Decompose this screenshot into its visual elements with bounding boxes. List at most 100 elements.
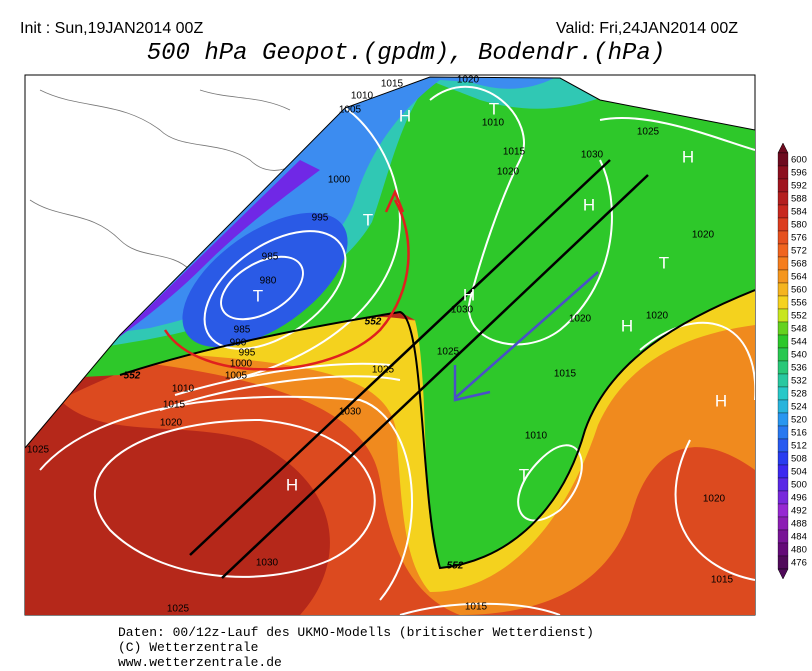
contour-label: 552 [124, 371, 141, 382]
colorbar-swatch [777, 386, 789, 401]
isobar-label: 1030 [581, 150, 604, 161]
trough-line [189, 159, 611, 556]
red-arrow [163, 199, 410, 371]
colorbar-label: 592 [791, 181, 807, 192]
colorbar-label: 492 [791, 506, 807, 517]
colorbar-swatch [777, 555, 789, 570]
pressure-center: T [253, 286, 263, 305]
colorbar-label: 536 [791, 363, 807, 374]
contour-label: 552 [447, 561, 464, 572]
isobar-label: 1025 [437, 347, 460, 358]
isobar-label: 1010 [351, 91, 374, 102]
colorbar-label: 476 [791, 558, 807, 569]
isobar [203, 230, 347, 350]
pressure-center: H [399, 106, 411, 125]
isobar-label: 1015 [503, 147, 526, 158]
init-time: Init : Sun,19JAN2014 00Z [20, 20, 203, 37]
colorbar-label: 564 [791, 272, 807, 283]
zone-dark-blue [182, 212, 348, 348]
isobar-label: 1030 [339, 407, 362, 418]
pressure-center: H [286, 475, 298, 494]
isobar-label: 1030 [451, 305, 474, 316]
footer-line: (C) Wetterzentrale [118, 640, 258, 655]
colorbar-swatch [777, 412, 789, 427]
isobar-label: 1025 [167, 604, 190, 615]
colorbar-label: 580 [791, 220, 807, 231]
colorbar-label: 568 [791, 259, 807, 270]
colorbar-label: 544 [791, 337, 807, 348]
colorbar-label: 556 [791, 298, 807, 309]
map-labels: 1015 1020 1010 1005 1010 1025 1030 1015 1020 1000… [27, 75, 734, 615]
isobar-label: 1015 [554, 369, 577, 380]
pressure-center: H [621, 316, 633, 335]
colorbar-label: 548 [791, 324, 807, 335]
colorbar-label: 572 [791, 246, 807, 257]
colorbar-swatch [777, 503, 789, 518]
colorbar-swatch [777, 438, 789, 453]
footer-line: www.wetterzentrale.de [118, 655, 282, 670]
colorbar-swatch [777, 204, 789, 219]
colorbar-label: 480 [791, 545, 807, 556]
colorbar-swatch [777, 360, 789, 375]
colorbar-swatch [777, 282, 789, 297]
colorbar-swatch [777, 542, 789, 557]
colorbar-swatch [777, 490, 789, 505]
colorbar-label: 488 [791, 519, 807, 530]
colorbar-label: 508 [791, 454, 807, 465]
colorbar-swatch [777, 269, 789, 284]
colorbar-label: 512 [791, 441, 807, 452]
isobar-label: 1020 [692, 230, 715, 241]
isobar-label: 995 [239, 348, 256, 359]
isobar-label: 995 [312, 213, 329, 224]
isobar-label: 1020 [497, 167, 520, 178]
colorbar-swatch [777, 191, 789, 206]
colorbar-swatch [777, 243, 789, 258]
isobar [220, 255, 304, 321]
colorbar-label: 500 [791, 480, 807, 491]
colorbar-label: 516 [791, 428, 807, 439]
colorbar-label: 560 [791, 285, 807, 296]
colorbar-label: 576 [791, 233, 807, 244]
colorbar: 600 596 592 588 584 580 576 572 568 564 560 556 552 5… [777, 142, 807, 580]
pressure-center: T [519, 465, 529, 484]
isobar [229, 99, 402, 381]
colorbar-swatch [777, 217, 789, 232]
coastline [199, 89, 291, 111]
colorbar-swatch [777, 425, 789, 440]
isobar [599, 117, 755, 151]
colorbar-label: 520 [791, 415, 807, 426]
isobar-label: 1025 [637, 127, 660, 138]
isobar-label: 1010 [172, 384, 195, 395]
colorbar-label: 504 [791, 467, 807, 478]
colorbar-label: 588 [791, 194, 807, 205]
isobar-label: 1020 [457, 75, 480, 86]
colorbar-swatch [777, 295, 789, 310]
pressure-center: T [363, 210, 373, 229]
isobar-label: 1020 [160, 418, 183, 429]
colorbar-label: 528 [791, 389, 807, 400]
colorbar-end [777, 568, 789, 580]
white-area-coast [29, 89, 321, 271]
colorbar-end [777, 142, 789, 154]
zone-purple [115, 160, 320, 340]
isobar-label: 1020 [569, 314, 592, 325]
isobar-label: 1005 [339, 105, 362, 116]
isobar [39, 395, 413, 601]
colorbar-label: 552 [791, 311, 807, 322]
isobar-label: 990 [230, 338, 247, 349]
colorbar-swatch [777, 230, 789, 245]
map-title: 500 hPa Geopot.(gpdm), Bodendr.(hPa) [147, 40, 665, 67]
isobar-label: 1015 [381, 79, 404, 90]
pressure-center: H [583, 195, 595, 214]
isobar-label: 1005 [225, 371, 248, 382]
colorbar-swatch [777, 399, 789, 414]
isobar-label: 1000 [230, 359, 253, 370]
isobar-label: 1030 [256, 558, 279, 569]
isobar-label: 985 [234, 325, 251, 336]
colorbar-swatch [777, 451, 789, 466]
isobar-label: 1015 [465, 602, 488, 613]
coastline [39, 89, 321, 171]
colorbar-label: 524 [791, 402, 807, 413]
isobar [429, 85, 613, 346]
